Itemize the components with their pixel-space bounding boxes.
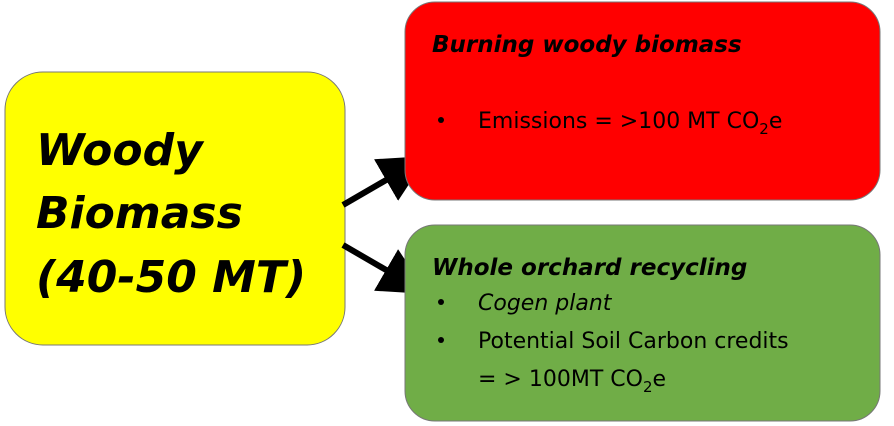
source-line: Biomass — [36, 188, 243, 239]
arrow — [341, 155, 428, 208]
outcome-title: Whole orchard recycling — [432, 255, 747, 281]
bullet — [438, 337, 444, 343]
outcome-item: = > 100MT CO2e — [478, 367, 666, 396]
outcome-item: Potential Soil Carbon credits — [478, 329, 789, 354]
bullet — [438, 117, 444, 123]
source-line: (40-50 MT) — [36, 252, 306, 303]
outcome-title: Burning woody biomass — [432, 32, 742, 58]
outcome-box — [404, 224, 881, 422]
outcome-item: Cogen plant — [478, 291, 613, 316]
outcome-box — [404, 1, 881, 201]
source-line: Woody — [36, 125, 205, 176]
outcome-item: Emissions = >100 MT CO2e — [478, 109, 782, 138]
bullet — [438, 299, 444, 305]
arrow — [341, 242, 428, 295]
source-box — [4, 71, 346, 346]
